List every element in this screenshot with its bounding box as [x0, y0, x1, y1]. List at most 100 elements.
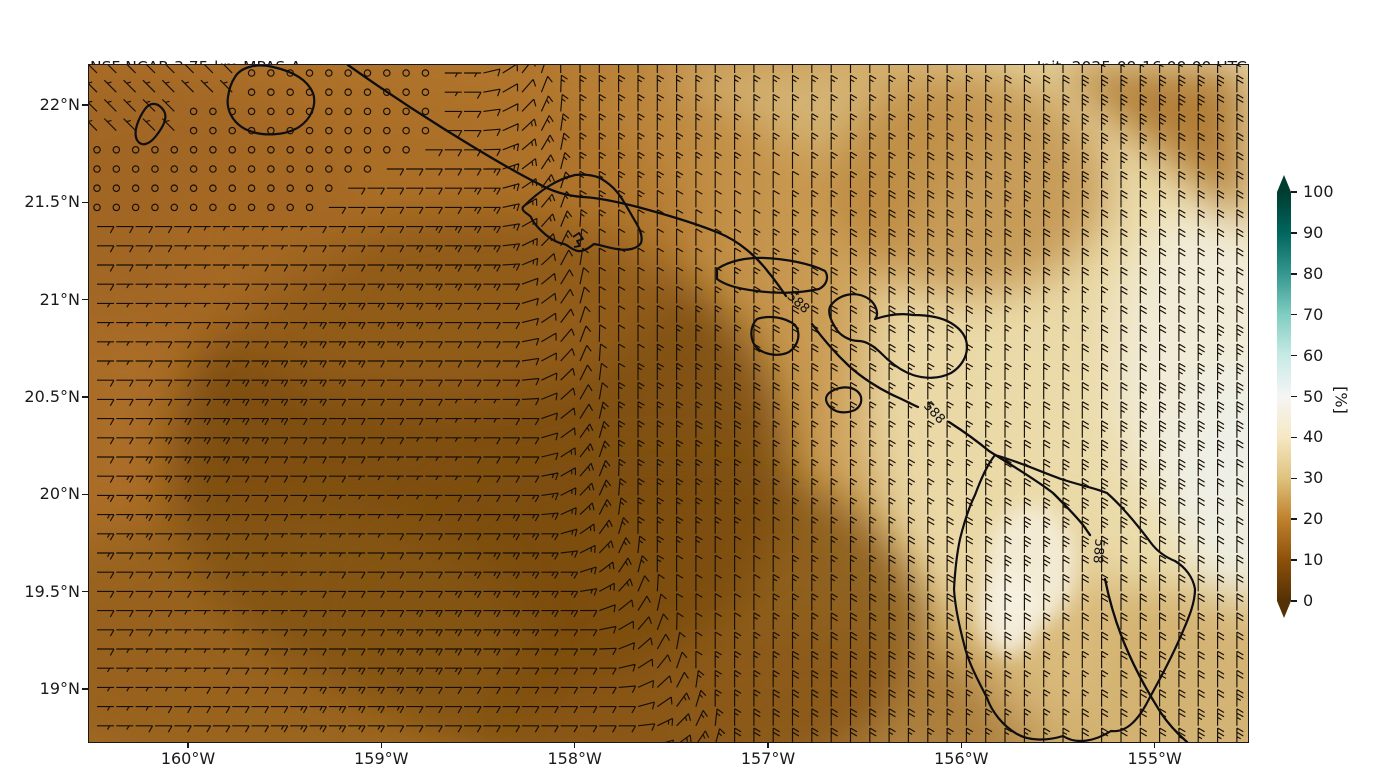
calm-wind-circle — [421, 69, 430, 77]
calm-wind-circle — [421, 88, 430, 96]
calm-wind-circle — [305, 146, 314, 154]
calm-wind-circle — [189, 107, 198, 116]
lon-tick-mark — [380, 742, 383, 748]
calm-wind-circle — [344, 165, 352, 173]
calm-wind-circle — [383, 107, 391, 116]
lat-tick-mark — [82, 590, 88, 593]
colorbar-units-label: [%] — [1331, 386, 1351, 414]
calm-wind-circle — [267, 107, 275, 116]
colorbar-tick-label: 60 — [1303, 345, 1324, 365]
calm-wind-circle — [228, 203, 237, 212]
calm-wind-circle — [286, 184, 294, 192]
calm-wind-circle — [286, 203, 294, 212]
calm-wind-circle — [228, 107, 237, 116]
calm-wind-circle — [112, 165, 121, 173]
calm-wind-circle — [247, 107, 256, 116]
calm-wind-circle — [189, 184, 198, 192]
calm-wind-circle — [344, 88, 352, 96]
calm-wind-circle — [286, 69, 294, 77]
lon-tick-mark — [960, 742, 963, 748]
calm-wind-circle — [383, 88, 391, 96]
lon-tick-label: 155°W — [1127, 749, 1182, 768]
calm-wind-circle — [325, 165, 333, 173]
island-hawaii — [952, 453, 1197, 742]
calm-wind-circle — [363, 69, 372, 77]
calm-wind-circle — [189, 146, 198, 154]
calm-wind-circle — [267, 184, 275, 192]
calm-wind-circle — [344, 69, 352, 77]
calm-wind-circle — [267, 203, 275, 212]
calm-wind-circle — [286, 126, 294, 135]
colorbar-tick-mark — [1291, 518, 1297, 520]
lon-tick-mark — [767, 742, 769, 748]
calm-wind-circle — [286, 107, 294, 116]
calm-wind-circle — [112, 146, 121, 154]
calm-wind-circle — [325, 88, 333, 96]
calm-wind-circle — [267, 126, 275, 135]
lat-tick-label: 20°N — [39, 484, 80, 504]
lat-tick-mark — [82, 104, 88, 106]
wind-barbs — [89, 65, 1244, 742]
colorbar-tick-mark — [1291, 232, 1297, 234]
lon-tick-mark — [1153, 742, 1156, 748]
calm-wind-circle — [247, 69, 256, 77]
calm-wind-circle — [112, 203, 121, 212]
lat-tick-mark — [82, 396, 88, 398]
colorbar-tick-label: 40 — [1303, 427, 1324, 447]
calm-wind-circle — [286, 165, 294, 173]
calm-wind-circle — [344, 126, 352, 135]
lon-tick-label: 158°W — [547, 749, 602, 768]
calm-wind-circle — [421, 126, 430, 135]
colorbar-tick-label: 80 — [1303, 263, 1324, 283]
lon-tick-mark — [187, 742, 189, 748]
calm-wind-circle — [151, 203, 159, 212]
calm-wind-circle — [267, 146, 275, 154]
colorbar-tick-label: 100 — [1303, 182, 1334, 201]
calm-wind-circle — [247, 88, 256, 96]
calm-wind-circle — [209, 184, 217, 192]
calm-wind-circle — [131, 203, 140, 212]
lat-tick-label: 20.5°N — [24, 387, 80, 406]
calm-wind-circle — [325, 146, 333, 154]
calm-wind-circle — [305, 107, 314, 116]
island-niihau — [134, 102, 167, 146]
calm-wind-circle — [209, 165, 217, 173]
calm-wind-circle — [383, 146, 391, 154]
lat-tick-mark — [82, 493, 88, 496]
calm-wind-circle — [170, 203, 179, 212]
calm-wind-circle — [402, 107, 410, 116]
calm-wind-circle — [209, 203, 217, 212]
colorbar-tick-label: 90 — [1303, 222, 1324, 242]
calm-wind-circle — [402, 126, 410, 135]
calm-wind-circle — [151, 165, 159, 173]
calm-wind-circle — [112, 184, 121, 192]
colorbar-tick-label: 0 — [1303, 591, 1314, 610]
calm-wind-circle — [247, 126, 256, 135]
lat-tick-label: 21°N — [39, 289, 80, 309]
island-maui — [828, 293, 969, 379]
colorbar-tick-mark — [1291, 436, 1297, 439]
contour-label-588: 588 — [1089, 538, 1106, 564]
calm-wind-circle — [421, 107, 430, 116]
calm-wind-circle — [209, 107, 217, 116]
calm-wind-circle — [247, 165, 256, 173]
calm-wind-circle — [305, 165, 314, 173]
calm-wind-circle — [402, 146, 410, 154]
lon-tick-label: 157°W — [740, 749, 796, 768]
calm-wind-circle — [189, 126, 198, 135]
colorbar-extend-min-arrow — [1277, 601, 1291, 618]
colorbar-tick-mark — [1291, 559, 1297, 561]
calm-wind-circle — [170, 165, 179, 173]
calm-wind-circle — [267, 88, 275, 96]
colorbar-extend-max-arrow — [1277, 175, 1291, 192]
lat-tick-label: 19°N — [39, 679, 80, 698]
calm-wind-circle — [170, 184, 179, 192]
colorbar-tick-label: 30 — [1303, 468, 1324, 488]
calm-wind-circle — [209, 126, 217, 135]
wind-barbs-layer — [89, 65, 1244, 742]
lat-tick-mark — [82, 298, 88, 301]
calm-wind-circle — [402, 88, 410, 96]
calm-wind-circle — [93, 184, 101, 192]
calm-wind-circle — [189, 203, 198, 212]
